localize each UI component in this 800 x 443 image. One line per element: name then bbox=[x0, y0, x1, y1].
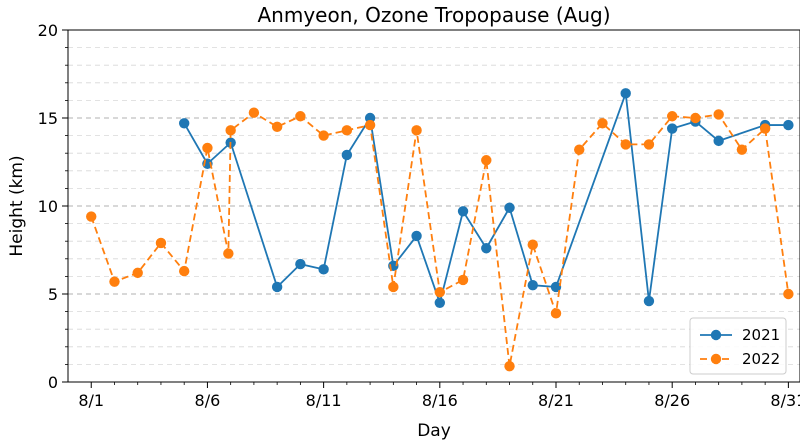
data-point-2022 bbox=[620, 139, 631, 150]
data-point-2022 bbox=[178, 265, 190, 277]
data-point-2021 bbox=[620, 88, 631, 99]
data-point-2021 bbox=[434, 297, 446, 308]
x-tick-label: 8/31 bbox=[770, 391, 800, 410]
data-point-2022 bbox=[132, 267, 143, 279]
data-point-2022 bbox=[574, 144, 585, 155]
data-point-2021 bbox=[318, 264, 329, 275]
data-point-2022 bbox=[713, 109, 724, 120]
y-tick-label: 15 bbox=[38, 109, 58, 128]
data-point-2022 bbox=[457, 274, 469, 286]
x-tick-label: 8/1 bbox=[78, 391, 104, 410]
data-point-2021 bbox=[527, 280, 538, 291]
x-tick-label: 8/11 bbox=[306, 391, 342, 410]
data-point-2022 bbox=[783, 288, 794, 300]
data-point-2021 bbox=[783, 119, 794, 131]
chart-title: Anmyeon, Ozone Tropopause (Aug) bbox=[257, 3, 610, 27]
legend-marker-2022 bbox=[710, 353, 722, 365]
y-tick-label: 0 bbox=[48, 373, 58, 392]
data-point-2022 bbox=[550, 308, 562, 319]
axes: 0 5 10 15 20 8/1 8/6 8/11 8/16 8/21 8/26 8/31 bbox=[38, 21, 800, 410]
data-point-2021 bbox=[271, 281, 283, 293]
x-tick-label: 8/6 bbox=[195, 391, 221, 410]
data-point-2022 bbox=[295, 111, 306, 122]
data-point-2022 bbox=[341, 125, 353, 136]
data-point-2022 bbox=[504, 360, 515, 372]
data-point-2021 bbox=[643, 295, 655, 307]
y-tick-label: 5 bbox=[48, 285, 58, 304]
legend-label-2022: 2022 bbox=[742, 350, 780, 368]
series-line-2022 bbox=[90, 111, 790, 368]
data-point-2022 bbox=[318, 130, 329, 141]
data-point-2022 bbox=[225, 125, 236, 136]
x-axis-label: Day bbox=[417, 421, 451, 441]
x-tick-label: 8/16 bbox=[422, 391, 458, 410]
data-point-2021 bbox=[295, 258, 306, 270]
data-point-2021 bbox=[504, 202, 515, 213]
data-point-2022 bbox=[759, 123, 771, 134]
legend-marker-2021 bbox=[710, 329, 722, 341]
data-point-2022 bbox=[86, 211, 97, 222]
data-point-2022 bbox=[223, 248, 234, 259]
series-2022 bbox=[86, 107, 794, 372]
y-tick-label: 20 bbox=[38, 21, 58, 40]
grid bbox=[68, 47, 800, 365]
data-point-2021 bbox=[178, 118, 190, 129]
data-point-2022 bbox=[109, 276, 120, 287]
data-point-2022 bbox=[481, 155, 492, 166]
series-layer bbox=[86, 88, 794, 372]
data-point-2022 bbox=[202, 142, 213, 154]
data-point-2022 bbox=[527, 239, 538, 250]
data-point-2021 bbox=[341, 149, 353, 161]
data-point-2021 bbox=[550, 281, 562, 293]
data-point-2022 bbox=[736, 144, 748, 155]
data-point-2022 bbox=[388, 281, 399, 293]
y-axis-label: Height (km) bbox=[7, 155, 27, 256]
data-point-2021 bbox=[666, 123, 678, 134]
x-tick-label: 8/21 bbox=[538, 391, 574, 410]
legend-label-2021: 2021 bbox=[742, 326, 780, 344]
data-point-2021 bbox=[713, 135, 724, 147]
data-point-2022 bbox=[666, 111, 678, 122]
data-point-2022 bbox=[155, 237, 167, 249]
x-tick-label: 8/26 bbox=[654, 391, 690, 410]
data-point-2021 bbox=[457, 206, 469, 217]
series-2021 bbox=[178, 88, 794, 308]
data-point-2022 bbox=[248, 107, 260, 118]
data-point-2022 bbox=[690, 112, 701, 124]
data-point-2022 bbox=[597, 118, 608, 129]
data-point-2022 bbox=[643, 139, 655, 150]
legend: 2021 2022 bbox=[689, 317, 787, 375]
data-point-2022 bbox=[434, 287, 446, 298]
data-point-2022 bbox=[364, 119, 376, 131]
y-tick-label: 10 bbox=[38, 197, 58, 216]
data-point-2022 bbox=[411, 125, 422, 136]
data-point-2021 bbox=[481, 243, 492, 254]
data-point-2022 bbox=[271, 121, 283, 132]
data-point-2021 bbox=[411, 230, 422, 242]
